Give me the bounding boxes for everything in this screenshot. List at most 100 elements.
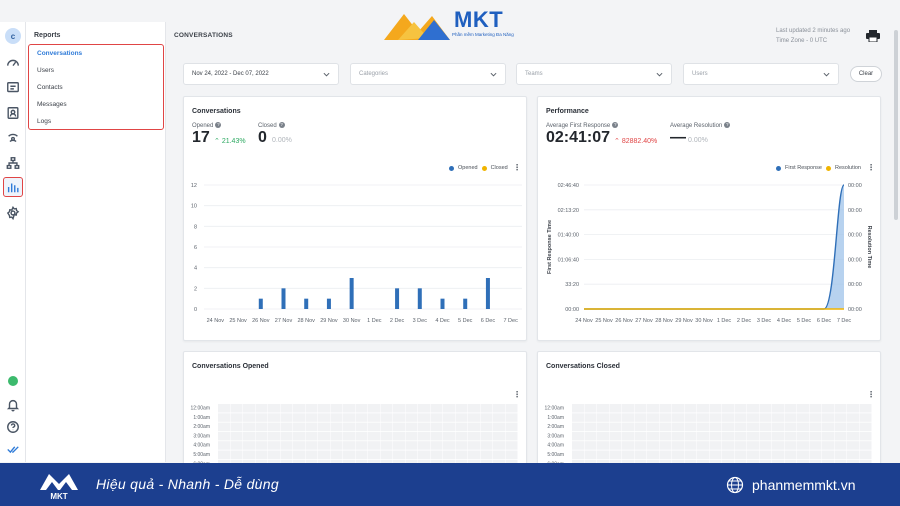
legend-resolution-label[interactable]: Resolution — [835, 165, 861, 171]
help-icon[interactable] — [4, 418, 22, 436]
opened-heatmap: 12:00am 1:00am 2:00am 3:00am 4:00am 5:00am 6:0… — [191, 404, 518, 464]
closed-label: Closed? — [258, 122, 285, 129]
clear-filters-button[interactable]: Clear — [850, 66, 882, 82]
heatmap-cell — [468, 441, 480, 450]
heatmap-cell — [230, 459, 243, 464]
heatmap-cell — [418, 459, 430, 464]
heatmap-cell — [659, 422, 672, 432]
heatmap-cell — [355, 441, 368, 450]
heatmap-cell — [597, 441, 609, 450]
sidebar-item-users[interactable]: Users — [37, 67, 54, 74]
categories-placeholder: Categories — [359, 71, 389, 77]
heatmap-cell — [834, 431, 847, 441]
heatmap-cell — [747, 431, 759, 441]
reports-sidebar-title: Reports — [34, 32, 61, 39]
sidebar-item-logs[interactable]: Logs — [37, 118, 52, 125]
heatmap-cell — [430, 404, 443, 413]
heatmap-cell — [318, 404, 330, 413]
conversations-icon[interactable] — [4, 79, 22, 97]
contacts-icon[interactable] — [4, 104, 22, 122]
heatmap-cell — [747, 422, 759, 432]
info-icon[interactable]: ? — [215, 122, 222, 128]
info-icon[interactable]: ? — [724, 122, 731, 128]
heatmap-cell — [280, 441, 293, 450]
heatmap-cell — [343, 422, 355, 432]
avatar[interactable]: c — [5, 28, 21, 44]
heatmap-cell — [493, 413, 505, 422]
info-icon[interactable]: ? — [278, 122, 285, 128]
sidebar-item-conversations[interactable]: Conversations — [37, 50, 83, 57]
heatmap-row-label: 1:00am — [547, 415, 564, 421]
heatmap-cell — [697, 459, 709, 464]
heatmap-cell — [584, 450, 597, 459]
heatmap-cell — [684, 441, 697, 450]
print-icon[interactable] — [866, 30, 880, 42]
closed-value: 0 — [258, 129, 267, 146]
heatmap-cell — [243, 441, 255, 450]
y-tick-label: 4 — [194, 266, 197, 272]
heatmap-row-label: 1:00am — [193, 415, 210, 421]
heatmap-cell — [268, 459, 280, 464]
scrollbar[interactable] — [894, 30, 898, 220]
logo-subtitle: Phần mềm Marketing Đa Năng — [452, 32, 514, 37]
x-tick-label: 27 Nov — [275, 318, 293, 324]
heatmap-cell — [847, 422, 859, 432]
heatmap-cell — [822, 404, 834, 413]
settings-icon[interactable] — [4, 204, 22, 222]
heatmap-cell — [430, 431, 443, 441]
heatmap-cell — [280, 450, 293, 459]
heatmap-cell — [455, 459, 468, 464]
heatmap-cell — [709, 404, 722, 413]
users-select[interactable]: Users — [683, 63, 839, 85]
heatmap-cell — [734, 404, 747, 413]
heatmap-cell — [834, 422, 847, 432]
bar-opened — [258, 298, 263, 309]
heatmap-cell — [797, 441, 809, 450]
logo-text: MKT — [454, 7, 504, 32]
dashboard-icon[interactable] — [4, 54, 22, 72]
bell-icon[interactable] — [4, 396, 22, 414]
mkt-logo-icon — [384, 14, 450, 40]
heatmap-cell — [255, 413, 268, 422]
more-options-icon[interactable]: ⋮ — [513, 163, 521, 172]
status-icon[interactable] — [4, 372, 22, 390]
heatmap-cell — [218, 459, 230, 464]
sidebar-item-contacts[interactable]: Contacts — [37, 84, 63, 91]
heatmap-cell — [609, 404, 622, 413]
x-tick-label: 29 Nov — [320, 318, 338, 324]
bar-opened — [463, 298, 468, 309]
heatmap-cell — [255, 404, 268, 413]
legend-opened-label[interactable]: Opened — [458, 165, 478, 171]
heatmap-cell — [268, 450, 280, 459]
legend-closed-label[interactable]: Closed — [490, 165, 508, 171]
bar-opened — [417, 288, 422, 309]
heatmap-cell — [697, 404, 709, 413]
heatmap-cell — [797, 459, 809, 464]
more-options-icon[interactable]: ⋮ — [867, 390, 875, 399]
reports-icon[interactable] — [3, 177, 23, 197]
date-range-select[interactable]: Nov 24, 2022 - Dec 07, 2022 — [183, 63, 339, 85]
more-options-icon[interactable]: ⋮ — [513, 390, 521, 399]
info-icon[interactable]: ? — [612, 122, 619, 128]
sidebar-item-messages[interactable]: Messages — [37, 101, 67, 108]
heatmap-cell — [480, 431, 493, 441]
heatmap-cell — [834, 404, 847, 413]
teams-select[interactable]: Teams — [516, 63, 672, 85]
categories-select[interactable]: Categories — [350, 63, 506, 85]
heatmap-cell — [859, 441, 872, 450]
more-options-icon[interactable]: ⋮ — [867, 163, 875, 172]
check-icon[interactable] — [4, 440, 22, 458]
heatmap-cell — [493, 459, 505, 464]
heatmap-cell — [634, 413, 647, 422]
heatmap-cell — [759, 441, 772, 450]
y-tick-label: 12 — [191, 183, 197, 189]
heatmap-cell — [305, 404, 318, 413]
x-tick-label: 25 Nov — [229, 318, 247, 324]
broadcast-icon[interactable] — [4, 129, 22, 147]
mkt-banner-logo-icon: MKT — [40, 474, 78, 501]
avg-first-response-delta: ⌃ 82882.40% — [614, 138, 658, 145]
heatmap-row-label: 6:00am — [547, 461, 564, 464]
legend-first-response-label[interactable]: First Response — [785, 165, 822, 171]
banner-website[interactable]: phanmemmkt.vn — [752, 477, 856, 493]
org-chart-icon[interactable] — [4, 154, 22, 172]
